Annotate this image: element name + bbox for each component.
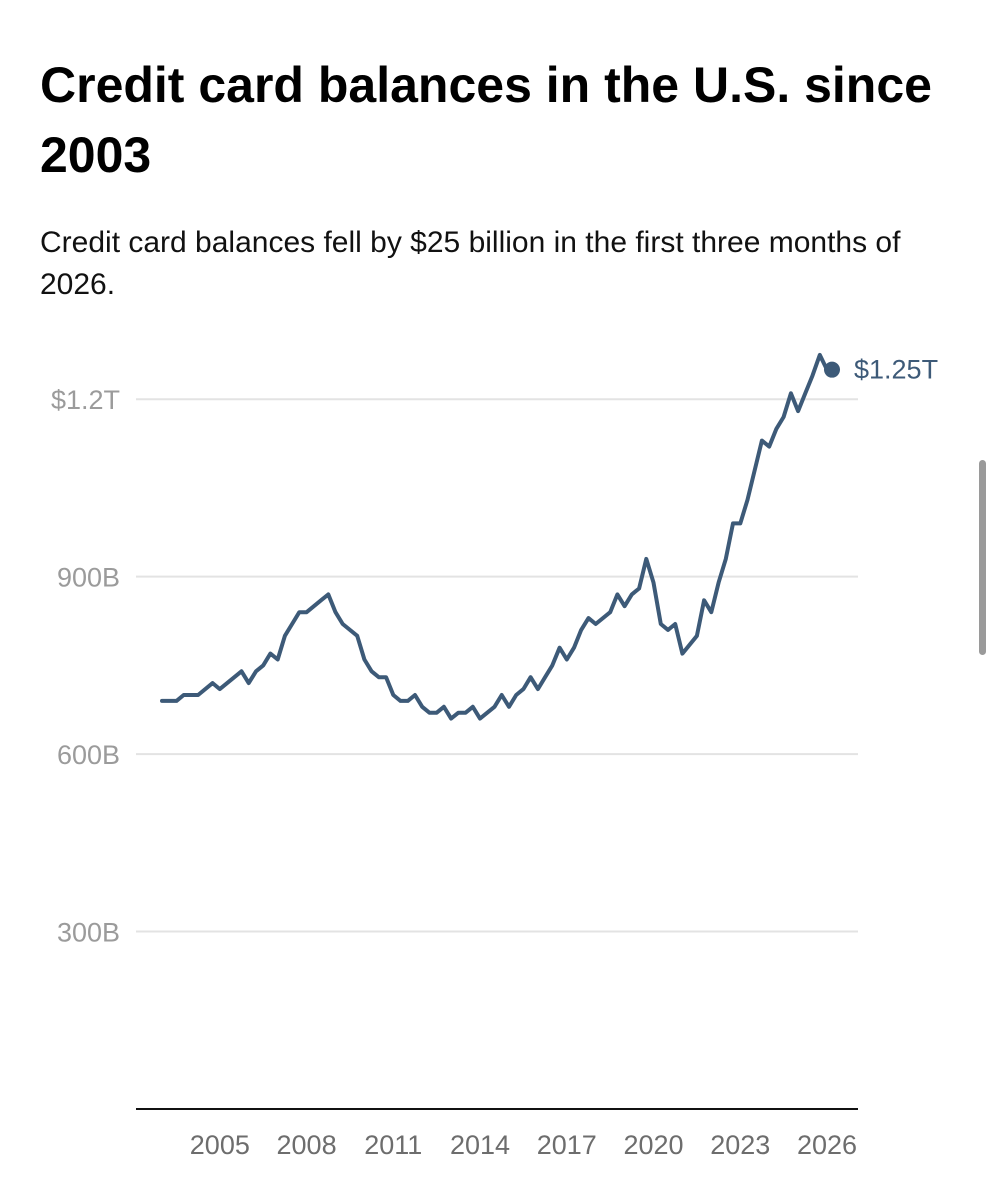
x-tick-label: 2026	[797, 1130, 857, 1160]
x-tick-label: 2020	[623, 1130, 683, 1160]
gridlines	[136, 398, 858, 933]
x-tick-label: 2008	[277, 1130, 337, 1160]
end-point-marker	[824, 361, 840, 378]
series-line	[160, 352, 829, 721]
y-tick-label: 900B	[57, 563, 120, 593]
chart-title: Credit card balances in the U.S. since 2…	[40, 57, 932, 183]
y-axis-tick-labels: 300B 600B 900B $1.2T	[51, 385, 120, 947]
x-tick-label: 2014	[450, 1130, 510, 1160]
y-tick-label: 300B	[57, 918, 120, 948]
x-tick-label: 2017	[537, 1130, 597, 1160]
y-tick-label: $1.2T	[51, 385, 120, 415]
annotations: $1.25T	[824, 355, 938, 385]
chart-subtitle: Credit card balances fell by $25 billion…	[40, 226, 901, 301]
x-tick-label: 2011	[364, 1130, 422, 1160]
scrollbar[interactable]	[979, 460, 986, 655]
y-tick-label: 600B	[57, 740, 120, 770]
x-tick-label: 2023	[710, 1130, 770, 1160]
x-tick-label: 2005	[190, 1130, 250, 1160]
end-value-label: $1.25T	[854, 355, 938, 385]
series-layer	[160, 352, 829, 721]
x-axis-tick-labels: 2005 2008 2011 2014 2017 2020 2023 2026	[190, 1130, 857, 1160]
